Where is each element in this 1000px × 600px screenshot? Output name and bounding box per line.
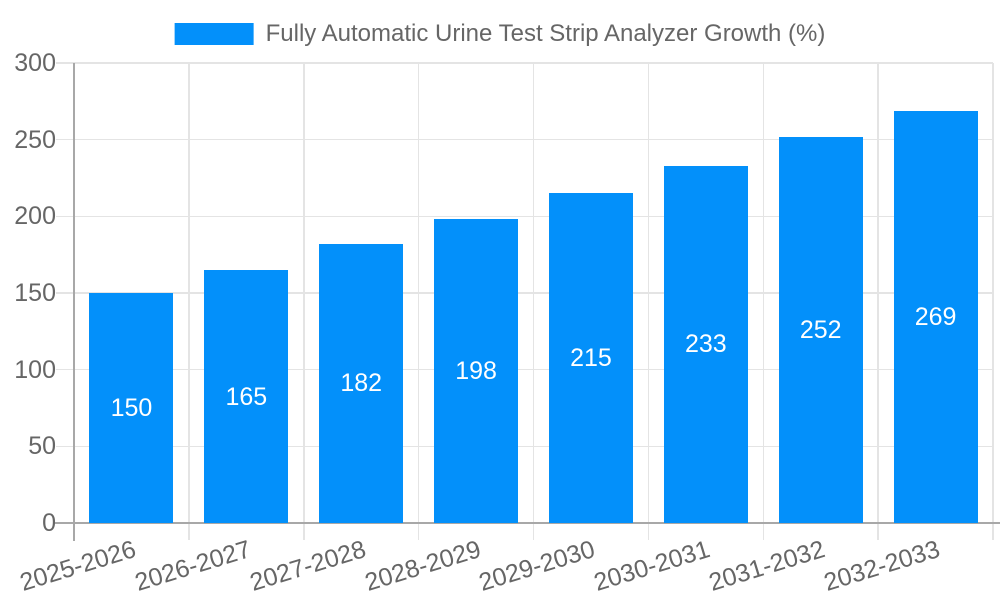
bar[interactable] bbox=[434, 219, 519, 523]
bar[interactable] bbox=[319, 243, 404, 523]
bar-value-label: 182 bbox=[340, 369, 383, 398]
x-tick bbox=[762, 523, 764, 540]
x-tick bbox=[417, 523, 420, 540]
y-axis-tick-label: 250 bbox=[14, 125, 56, 154]
x-gridline bbox=[992, 63, 994, 523]
y-axis-tick-label: 150 bbox=[14, 279, 56, 307]
y-axis-tick-label: 100 bbox=[14, 355, 56, 384]
x-axis-border bbox=[55, 522, 1000, 524]
bar[interactable] bbox=[778, 136, 863, 523]
x-category-label: 2027-2028 bbox=[246, 535, 369, 597]
x-category-label: 2026-2027 bbox=[131, 535, 254, 597]
x-tick bbox=[992, 523, 994, 540]
y-tick bbox=[56, 138, 74, 141]
y-tick bbox=[56, 368, 74, 371]
x-gridline bbox=[303, 63, 305, 523]
bar-value-label: 165 bbox=[225, 382, 268, 411]
y-axis-border bbox=[73, 63, 75, 541]
x-gridline bbox=[877, 63, 879, 523]
bar[interactable] bbox=[204, 270, 289, 523]
y-axis-tick-label: 300 bbox=[14, 49, 56, 77]
bar-value-label: 233 bbox=[684, 330, 727, 359]
x-category-label: 2032-2033 bbox=[820, 535, 944, 597]
x-category-label: 2028-2029 bbox=[361, 535, 484, 597]
y-tick bbox=[56, 215, 74, 218]
bar-value-label: 215 bbox=[570, 344, 612, 373]
y-axis-tick-label: 0 bbox=[42, 509, 56, 537]
legend-item[interactable]: Fully Automatic Urine Test Strip Analyze… bbox=[174, 20, 826, 48]
x-tick bbox=[188, 523, 190, 540]
x-gridline bbox=[762, 63, 764, 523]
y-axis-tick-label: 50 bbox=[28, 432, 56, 461]
x-category-label: 2029-2030 bbox=[476, 535, 599, 597]
bar-value-label: 269 bbox=[914, 302, 957, 331]
bar[interactable] bbox=[89, 293, 174, 523]
y-tick bbox=[56, 62, 74, 64]
legend-marker-icon bbox=[174, 23, 254, 45]
bar-value-label: 150 bbox=[110, 394, 153, 422]
x-gridline bbox=[647, 63, 650, 523]
x-tick bbox=[303, 523, 305, 540]
y-tick bbox=[56, 445, 74, 448]
bar-value-label: 252 bbox=[799, 315, 842, 344]
y-tick bbox=[56, 292, 74, 294]
x-tick bbox=[532, 523, 535, 540]
x-gridline bbox=[532, 63, 535, 523]
bar-value-label: 198 bbox=[455, 357, 497, 386]
x-gridline bbox=[417, 63, 420, 523]
legend-label: Fully Automatic Urine Test Strip Analyze… bbox=[265, 20, 826, 47]
y-axis-tick-label: 200 bbox=[14, 202, 56, 231]
x-tick bbox=[647, 523, 650, 540]
x-category-label: 2025-2026 bbox=[16, 535, 140, 597]
x-category-label: 2031-2032 bbox=[705, 535, 829, 597]
bar[interactable] bbox=[548, 193, 633, 523]
x-gridline bbox=[188, 63, 190, 523]
x-tick bbox=[877, 523, 879, 540]
bar[interactable] bbox=[663, 165, 748, 523]
x-category-label: 2030-2031 bbox=[590, 535, 714, 597]
bar[interactable] bbox=[893, 110, 978, 523]
